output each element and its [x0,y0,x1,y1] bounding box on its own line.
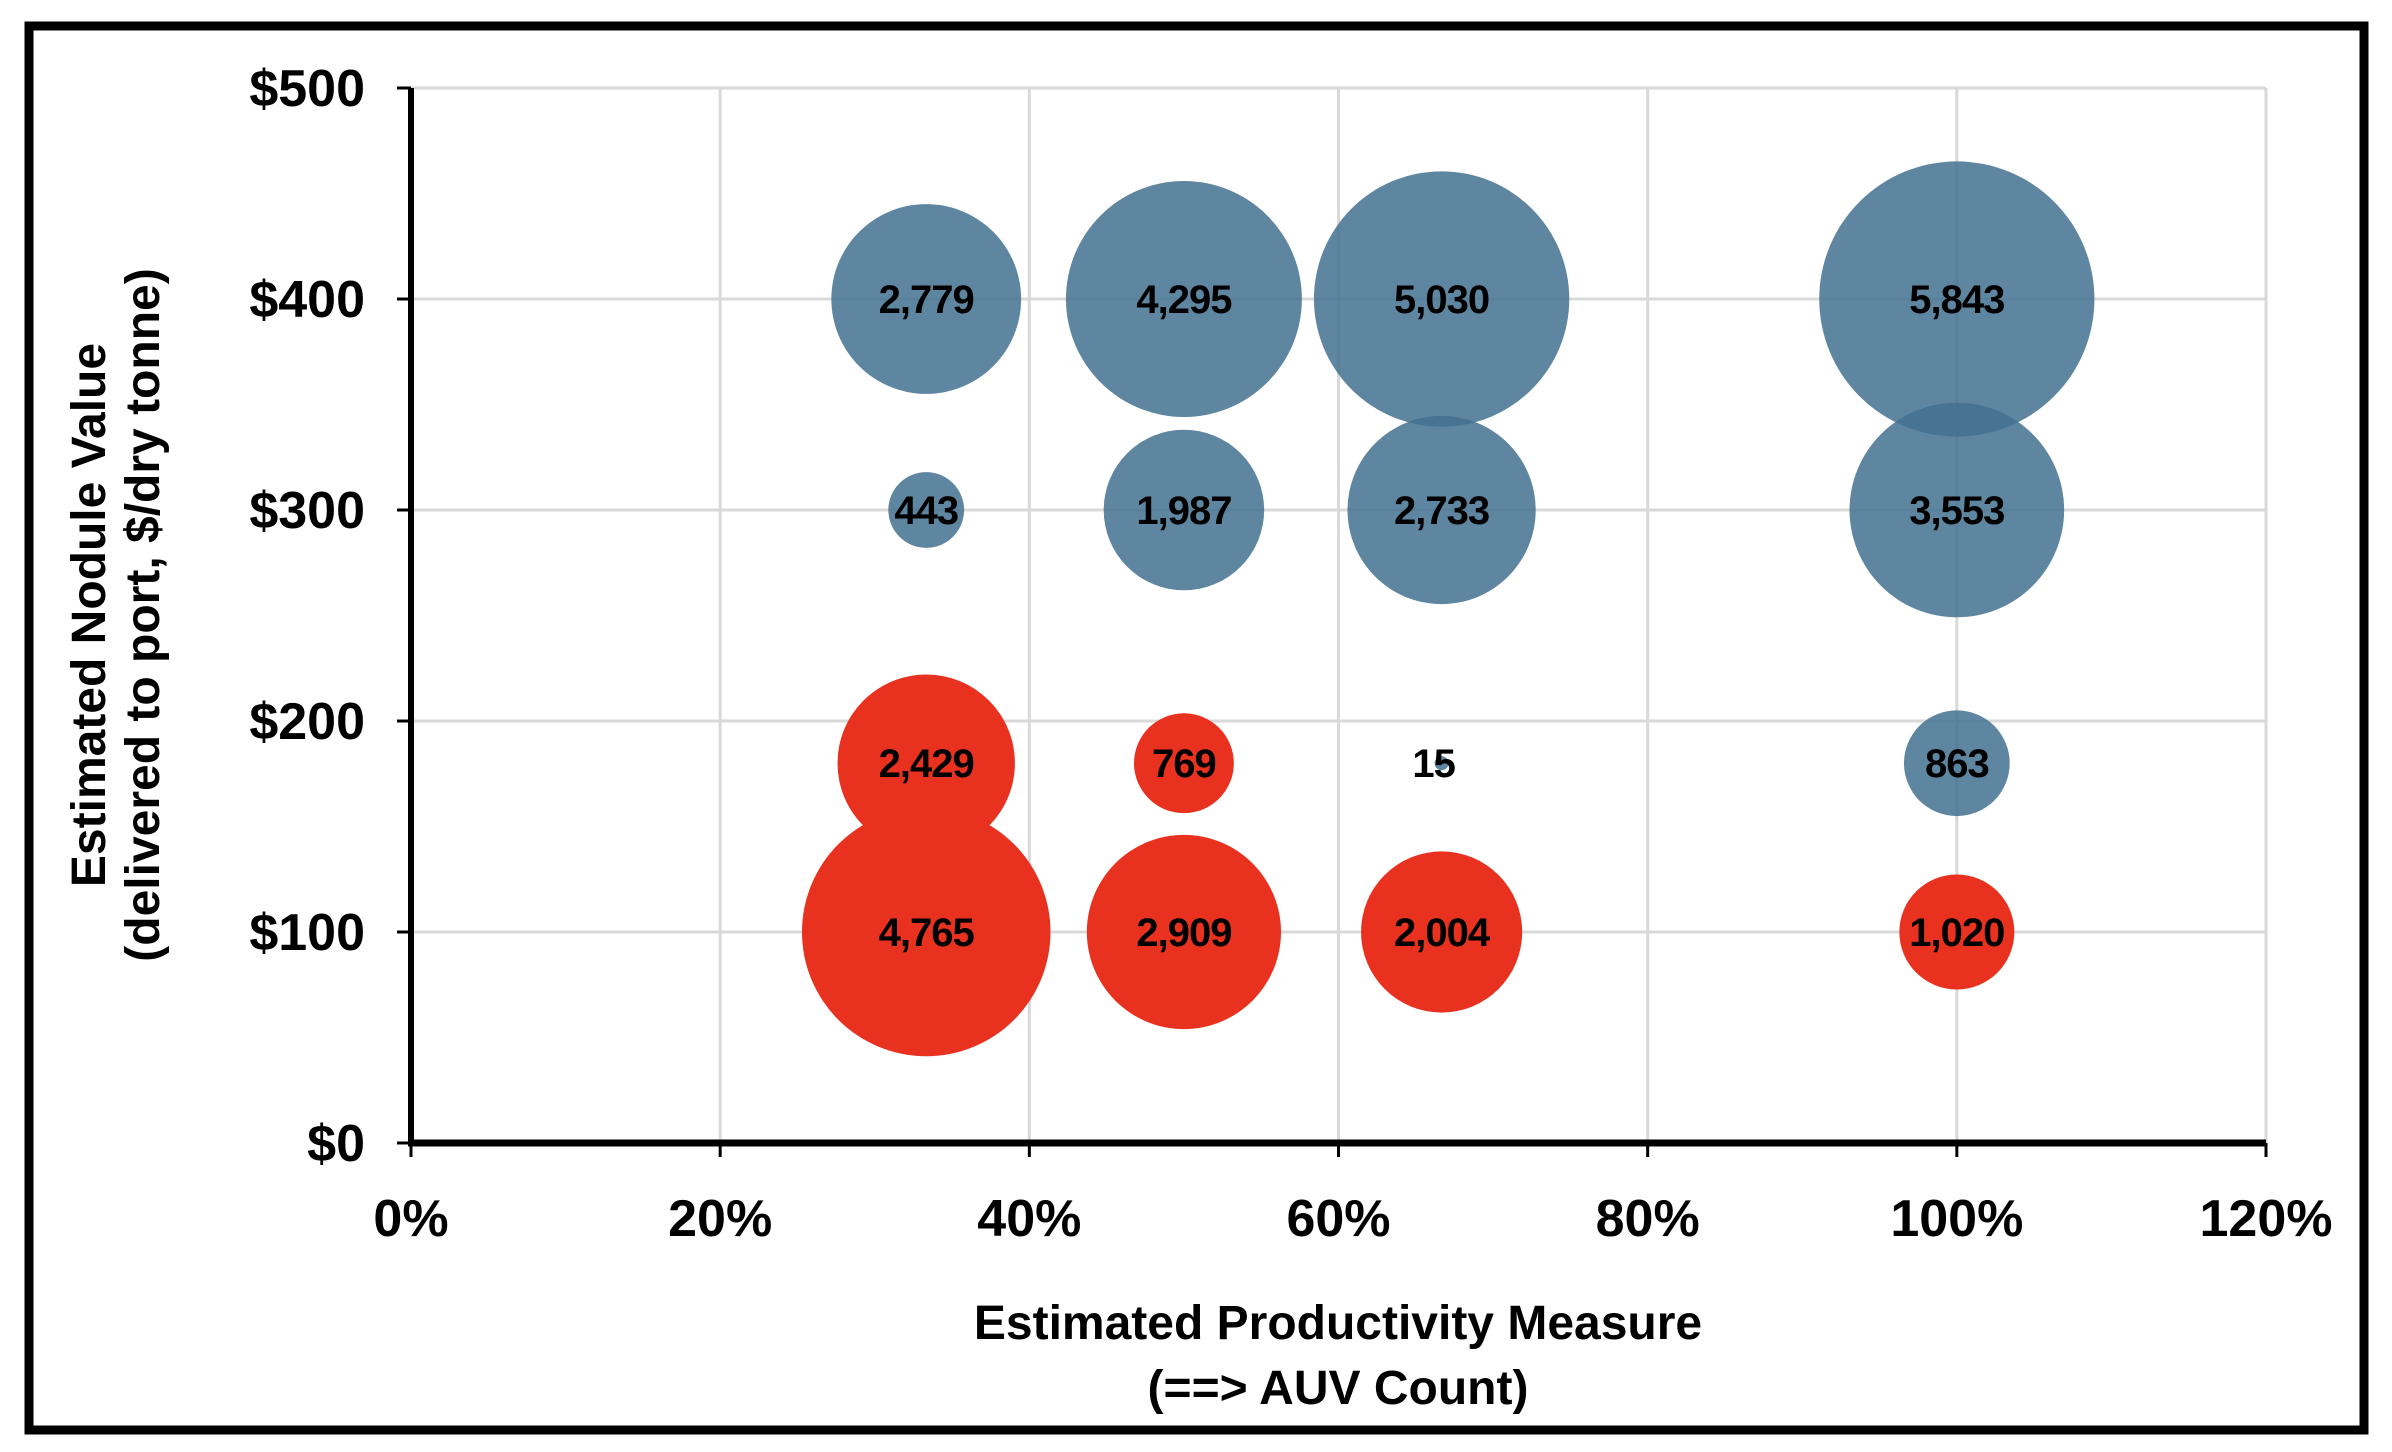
bubble-value-label: 2,429 [879,742,974,786]
bubble-value-label: 3,553 [1909,489,2004,533]
x-tick-label: 120% [2200,1190,2333,1248]
red-bubble [1361,851,1523,1013]
bubble-value-label: 2,733 [1394,489,1489,533]
blue-bubble [1065,181,1302,417]
bubble-value-label: 15 [1412,742,1455,786]
x-tick-label: 100% [1890,1190,2023,1248]
bubble-value-label: 4,765 [879,911,975,955]
red-bubble [1086,834,1281,1030]
y-tick-label: $400 [249,271,365,329]
y-axis-title-line1: Estimated Nodule Value [63,343,116,887]
bubble-value-label: 863 [1925,742,1989,786]
blue-bubble [1819,161,2095,437]
bubble-value-label: 5,843 [1909,278,2004,322]
bubble-value-label: 443 [894,489,958,533]
bubble-value-label: 2,909 [1136,911,1231,955]
blue-bubble [1103,429,1265,591]
bubble-value-label: 769 [1152,742,1216,786]
blue-bubble [1849,402,2065,618]
blue-bubble [1313,171,1570,427]
blue-bubble [831,204,1022,394]
bubble-value-label: 5,030 [1394,278,1489,322]
blue-bubble [1347,415,1536,605]
x-tick-label: 20% [668,1190,772,1248]
bubble-value-label: 1,987 [1136,489,1231,533]
axes [397,86,2268,1157]
y-tick-label: $500 [249,60,365,118]
red-bubble [837,674,1015,852]
y-tick-label: $200 [249,693,365,751]
x-tick-label: 0% [373,1190,448,1248]
red-bubble [801,807,1051,1057]
outer-border [24,21,2369,1435]
bubble-labels: 2,779 4,295 5,030 5,843 443 1,987 2,733 15 3,553… [879,278,2006,955]
x-axis-title-line2: (==> AUV Count) [1148,1362,1529,1415]
bubble-value-label: 4,295 [1136,278,1232,322]
blue-bubble [1903,710,2010,817]
bubble-value-label: 1,020 [1909,911,2004,955]
y-axis-title-line2: (delivered to port, $/dry tonne) [117,268,170,961]
y-tick-label: $0 [307,1115,365,1173]
x-tick-label: 40% [977,1190,1081,1248]
blue-bubble [888,472,965,548]
x-axis-title-line1: Estimated Productivity Measure [974,1297,1702,1350]
red-bubble [1899,874,2015,990]
bubble-value-label: 2,004 [1394,911,1491,955]
bubble-value-label: 2,779 [879,278,974,322]
y-tick-label: $100 [249,904,365,962]
blue-bubble [1434,756,1449,771]
y-tick-label: $300 [249,482,365,540]
x-tick-label: 80% [1596,1190,1700,1248]
x-tick-label: 60% [1286,1190,1390,1248]
tick-labels: 0% 20% 40% 60% 80% 100% 120% $0 $100 $200 $300 $400… [249,60,2332,1248]
bubbles [801,161,2095,1057]
red-bubble [1134,713,1234,814]
